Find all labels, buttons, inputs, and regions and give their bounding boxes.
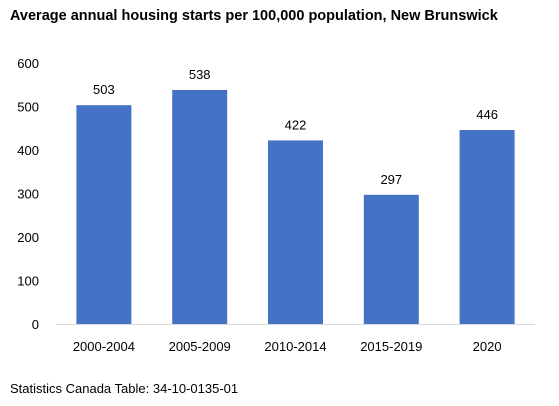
x-tick-label: 2010-2014 [264, 339, 326, 354]
chart-title: Average annual housing starts per 100,00… [10, 8, 498, 24]
bar [172, 89, 228, 324]
bar-data-label: 297 [380, 172, 402, 187]
y-tick-label: 100 [17, 274, 39, 289]
x-tick-label: 2005-2009 [169, 339, 231, 354]
x-tick-label: 2000-2004 [73, 339, 135, 354]
y-tick-label: 0 [32, 317, 39, 332]
x-tick-label: 2015-2019 [360, 339, 422, 354]
y-tick-label: 400 [17, 143, 39, 158]
bar-data-label: 446 [476, 107, 498, 122]
source-note: Statistics Canada Table: 34-10-0135-01 [10, 381, 239, 396]
bar-data-label: 503 [93, 82, 115, 97]
y-tick-label: 600 [17, 56, 39, 71]
bar [268, 140, 323, 324]
bar [459, 129, 515, 324]
bar [76, 105, 132, 324]
x-tick-label: 2020 [473, 339, 502, 354]
y-tick-label: 200 [17, 230, 39, 245]
bar-data-label: 422 [285, 117, 307, 132]
bar [363, 194, 419, 324]
y-axis-tick-labels: 0 100 200 300 400 500 600 [17, 56, 39, 332]
y-tick-label: 300 [17, 187, 39, 202]
x-axis-tick-labels: 2000-2004 2005-2009 2010-2014 2015-2019 2020 [73, 339, 502, 354]
bars [76, 89, 515, 324]
y-tick-label: 500 [17, 100, 39, 115]
bar-data-label: 538 [189, 67, 211, 82]
data-labels: 503 538 422 297 446 [93, 67, 498, 187]
